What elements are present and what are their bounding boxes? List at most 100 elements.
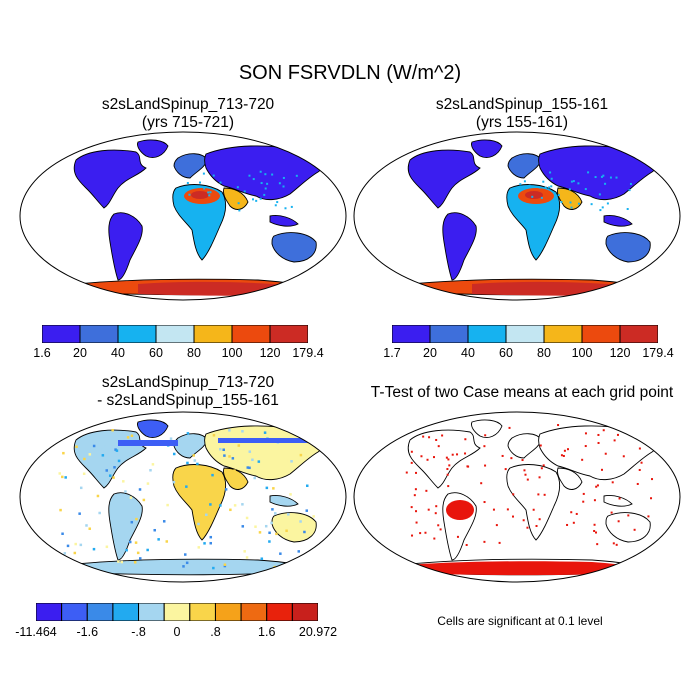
continent-shape <box>172 184 227 261</box>
grid-cell <box>312 515 315 518</box>
grid-cell <box>285 529 288 533</box>
grid-cell <box>532 204 535 207</box>
grid-cell <box>638 468 641 471</box>
grid-cell <box>584 445 587 448</box>
colorbar-tick-label: -1.6 <box>76 625 99 639</box>
grid-cell <box>568 188 571 191</box>
grid-cell <box>133 561 137 564</box>
grid-cell <box>110 514 114 518</box>
grid-cell <box>299 520 302 523</box>
grid-cell <box>528 184 531 187</box>
continent-shape <box>137 139 169 158</box>
grid-cell <box>582 500 585 503</box>
colorbar-tick-label: .8 <box>210 625 221 639</box>
grid-cell <box>415 521 418 524</box>
grid-cell <box>577 182 580 185</box>
grid-cell <box>650 497 653 500</box>
grid-cell <box>223 454 226 457</box>
colorbar-tick-label: 179.4 <box>642 346 674 360</box>
grid-cell <box>593 529 596 532</box>
continent-shape <box>73 149 147 209</box>
grid-cell <box>415 471 418 474</box>
grid-cell <box>483 445 486 448</box>
grid-cell <box>575 512 578 515</box>
grid-cell <box>251 458 254 462</box>
grid-cell <box>531 195 534 198</box>
grid-cell <box>483 540 486 543</box>
grid-cell <box>243 550 246 553</box>
grid-cell <box>549 171 552 174</box>
grid-cell <box>241 525 245 528</box>
grid-cell <box>295 174 298 177</box>
grid-cell <box>543 493 546 496</box>
grid-cell <box>484 434 487 437</box>
grid-cell <box>581 458 584 461</box>
colorbar-swatch <box>231 324 271 344</box>
grid-cell <box>465 543 468 546</box>
grid-cell <box>570 206 573 209</box>
colorbar-tick-label: 100 <box>571 346 593 360</box>
grid-cell <box>290 460 293 463</box>
grid-cell <box>626 207 629 210</box>
grid-cell <box>600 468 603 471</box>
map-border <box>353 131 681 301</box>
grid-cell <box>456 453 459 456</box>
grid-cell <box>115 449 119 452</box>
colorbar-swatch <box>86 602 114 622</box>
grid-cell <box>540 467 543 470</box>
grid-cell <box>584 432 587 435</box>
grid-cell <box>246 466 250 469</box>
grid-cell <box>101 448 104 452</box>
siberia-band <box>218 438 318 443</box>
grid-cell <box>203 187 206 190</box>
grid-cell <box>184 553 187 556</box>
grid-cell <box>535 524 538 527</box>
panel-1-title-line2: (yrs 715-721) <box>141 114 235 131</box>
grid-cell <box>123 494 127 497</box>
grid-cell <box>560 454 563 457</box>
grid-cell <box>122 533 125 537</box>
grid-cell <box>633 528 636 531</box>
grid-cell <box>207 191 210 194</box>
grid-cell <box>202 207 205 210</box>
grid-cell <box>202 172 205 175</box>
grid-cell <box>562 454 565 457</box>
panel-1-title: s2sLandSpinup_713-720 (yrs 715-721) <box>18 96 358 132</box>
grid-cell <box>593 499 596 502</box>
grid-cell <box>76 450 79 454</box>
grid-cell <box>151 463 155 466</box>
grid-cell <box>79 486 83 490</box>
grid-cell <box>257 460 261 463</box>
grid-cell <box>228 429 231 432</box>
grid-cell <box>61 475 64 479</box>
colorbar-swatch <box>391 324 431 344</box>
grid-cell <box>182 565 185 568</box>
colorbar-swatch <box>240 602 268 622</box>
grid-cell <box>604 182 607 185</box>
grid-cell <box>265 486 269 490</box>
colorbar-swatch <box>505 324 545 344</box>
continent-shape <box>442 212 477 281</box>
grid-cell <box>133 449 137 453</box>
grid-cell <box>278 182 281 185</box>
grid-cell <box>209 503 212 506</box>
grid-cell <box>85 524 88 527</box>
grid-cell <box>282 176 285 179</box>
grid-cell <box>426 458 429 461</box>
grid-cell <box>172 452 176 456</box>
panel-3-title-line2: - s2sLandSpinup_155-161 <box>97 392 279 409</box>
colorbar-tick-label: -11.464 <box>15 625 57 639</box>
panel-3-title-line1: s2sLandSpinup_713-720 <box>101 374 275 391</box>
grid-cell <box>136 551 140 555</box>
grid-cell <box>113 466 116 469</box>
grid-cell <box>521 459 524 462</box>
grid-cell <box>611 481 614 484</box>
grid-cell <box>186 182 189 185</box>
grid-cell <box>253 476 256 480</box>
grid-cell <box>260 557 264 560</box>
grid-cell <box>284 207 287 210</box>
colorbar-tick-label: 1.7 <box>383 346 401 360</box>
grid-cell <box>237 444 241 447</box>
world-map-case1 <box>19 131 347 301</box>
grid-cell <box>260 182 263 185</box>
